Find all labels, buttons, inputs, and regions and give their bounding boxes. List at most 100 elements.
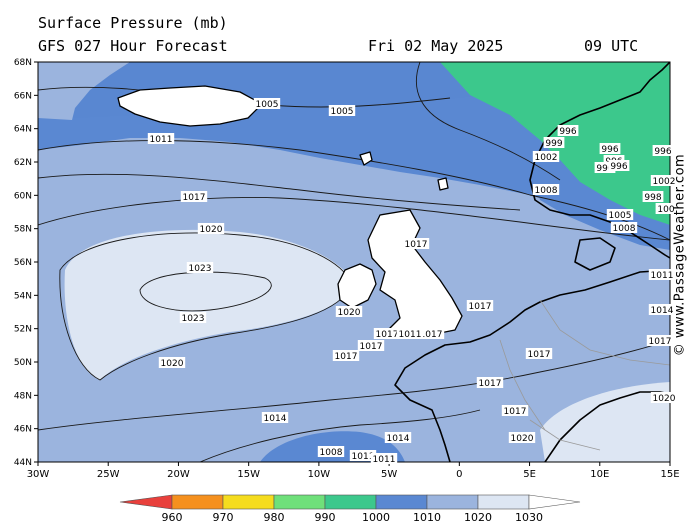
isobar-label: 996 bbox=[652, 145, 674, 157]
isobar-label-bg bbox=[642, 191, 664, 202]
isobar-label-bg bbox=[332, 350, 360, 361]
isobar-1017-north bbox=[38, 197, 670, 241]
isobar-label: 1017 bbox=[180, 191, 208, 203]
isobar-label-bg bbox=[373, 328, 401, 339]
forecast-time: 09 UTC bbox=[584, 37, 639, 55]
isobar-label-bg bbox=[147, 133, 175, 144]
isobar-label-text: 1014 bbox=[387, 434, 410, 444]
isobar-label-bg bbox=[557, 125, 579, 136]
isobar-label-bg bbox=[417, 328, 445, 339]
isobar-label: 1008 bbox=[532, 184, 560, 196]
longitude-axis: 30W 25W 20W 15W 10W 5W 0 5E 10E 15E bbox=[27, 462, 680, 480]
isobar-label-bg bbox=[599, 143, 621, 154]
isobar-label-bg bbox=[648, 269, 676, 280]
isobar-label-text: 1002 bbox=[535, 153, 558, 163]
isobar-label-bg bbox=[396, 328, 424, 339]
fill-1010-1020-nw bbox=[38, 62, 130, 120]
isobar-label: 1017 bbox=[373, 328, 401, 340]
isobar-label-bg bbox=[532, 184, 560, 195]
isobar-label-bg bbox=[606, 209, 634, 220]
isobar-label-bg bbox=[370, 453, 398, 464]
isobar-label: 996 bbox=[608, 160, 630, 172]
lon-label: 5E bbox=[523, 469, 536, 480]
isobar-label: 1008 bbox=[610, 222, 638, 234]
lat-label: 64N bbox=[14, 125, 32, 135]
isobar-labels: 1005100510111017102010231023102010201017… bbox=[147, 98, 678, 465]
isobar-label: 1002 bbox=[532, 151, 560, 163]
isobar-label-text: 1014 bbox=[651, 306, 674, 316]
fill-1020-1030-high bbox=[64, 229, 355, 380]
isobar-label-text: 1020 bbox=[338, 308, 361, 318]
border-alps bbox=[529, 419, 601, 451]
isobar-label: 1011 bbox=[370, 453, 398, 465]
isobar-label: 1023 bbox=[186, 262, 214, 274]
isobar-label: 998 bbox=[642, 191, 664, 203]
isobar-label: 1008 bbox=[317, 446, 345, 458]
isobar-label-text: 1020 bbox=[653, 394, 676, 404]
lon-label: 10E bbox=[590, 469, 609, 480]
map-title: Surface Pressure (mb) bbox=[38, 14, 228, 32]
lat-label: 66N bbox=[14, 91, 32, 101]
isobar-label: 1020 bbox=[335, 306, 363, 318]
lon-label: 10W bbox=[308, 469, 331, 480]
isobar-label-bg bbox=[508, 432, 536, 443]
lat-label: 58N bbox=[14, 225, 32, 235]
isobar-label: 1014 bbox=[261, 412, 289, 424]
isobar-label-bg bbox=[402, 238, 430, 249]
colorbar-label: 970 bbox=[213, 511, 234, 524]
isobar-label-bg bbox=[328, 105, 356, 116]
isobar-label-bg bbox=[652, 145, 674, 156]
isobar-label: 1020 bbox=[158, 357, 186, 369]
country-borders bbox=[499, 299, 670, 451]
isobar-label-bg bbox=[646, 335, 674, 346]
isobar-label-text: 1011 bbox=[399, 330, 422, 340]
lon-label: 0 bbox=[456, 469, 462, 480]
isobar-label-bg bbox=[608, 160, 630, 171]
isobar-label: 999 bbox=[543, 137, 565, 149]
lon-label: 15E bbox=[660, 469, 679, 480]
isobar-label: 1017 bbox=[417, 328, 445, 340]
isobar-label: 1020 bbox=[197, 223, 225, 235]
fill-1020-1030-east bbox=[540, 382, 670, 462]
isobar-label-text: 1008 bbox=[535, 186, 558, 196]
isobar-label-bg bbox=[261, 412, 289, 423]
isobar-1011-south bbox=[199, 409, 481, 462]
colorbar-label: 980 bbox=[264, 511, 285, 524]
isobar-label: 1014 bbox=[384, 432, 412, 444]
isobar-label-text: 996 bbox=[559, 127, 576, 137]
isobar-label-text: 1011 bbox=[651, 271, 674, 281]
lat-label: 54N bbox=[14, 291, 32, 301]
isobar-label-bg bbox=[655, 203, 677, 214]
pressure-colorbar: 960 970 980 990 1000 1010 1020 1030 bbox=[119, 494, 581, 524]
isobar-label: 1002 bbox=[650, 175, 678, 187]
colorbar-segment bbox=[171, 494, 224, 510]
colorbar-low-arrow bbox=[119, 494, 173, 510]
isobar-label-text: 1017 bbox=[479, 379, 502, 389]
isobar-label-bg bbox=[158, 357, 186, 368]
isobar-label: 1014 bbox=[648, 304, 676, 316]
isobar-label-text: 1017 bbox=[649, 337, 672, 347]
isobar-label-text: 1017 bbox=[469, 302, 492, 312]
isobar-label: 1017 bbox=[501, 405, 529, 417]
isobar-1017-mid bbox=[38, 173, 521, 211]
isobar-label-text: 1011 bbox=[150, 135, 173, 145]
isobar-label-bg bbox=[335, 306, 363, 317]
lat-label: 62N bbox=[14, 158, 32, 168]
isobar-label-text: 1023 bbox=[182, 314, 205, 324]
isobar-label-bg bbox=[317, 446, 345, 457]
isobar-label: 1005 bbox=[328, 105, 356, 117]
isobar-label-text: 1017 bbox=[504, 407, 527, 417]
isobar-label-text: 1017 bbox=[376, 330, 399, 340]
colorbar-high-arrow bbox=[528, 494, 581, 510]
isobar-label-text: 100 bbox=[657, 205, 674, 215]
colorbar-label: 1010 bbox=[413, 511, 441, 524]
isobar-label-bg bbox=[650, 392, 678, 403]
border-fr-de bbox=[499, 339, 546, 431]
lon-label: 5W bbox=[381, 469, 397, 480]
isobar-label-text: 1023 bbox=[189, 264, 212, 274]
isobar-label-text: 1005 bbox=[256, 100, 279, 110]
isobar-label-bg bbox=[501, 405, 529, 416]
isobar-label: 1017 bbox=[357, 340, 385, 352]
isobar-label-bg bbox=[594, 162, 616, 173]
